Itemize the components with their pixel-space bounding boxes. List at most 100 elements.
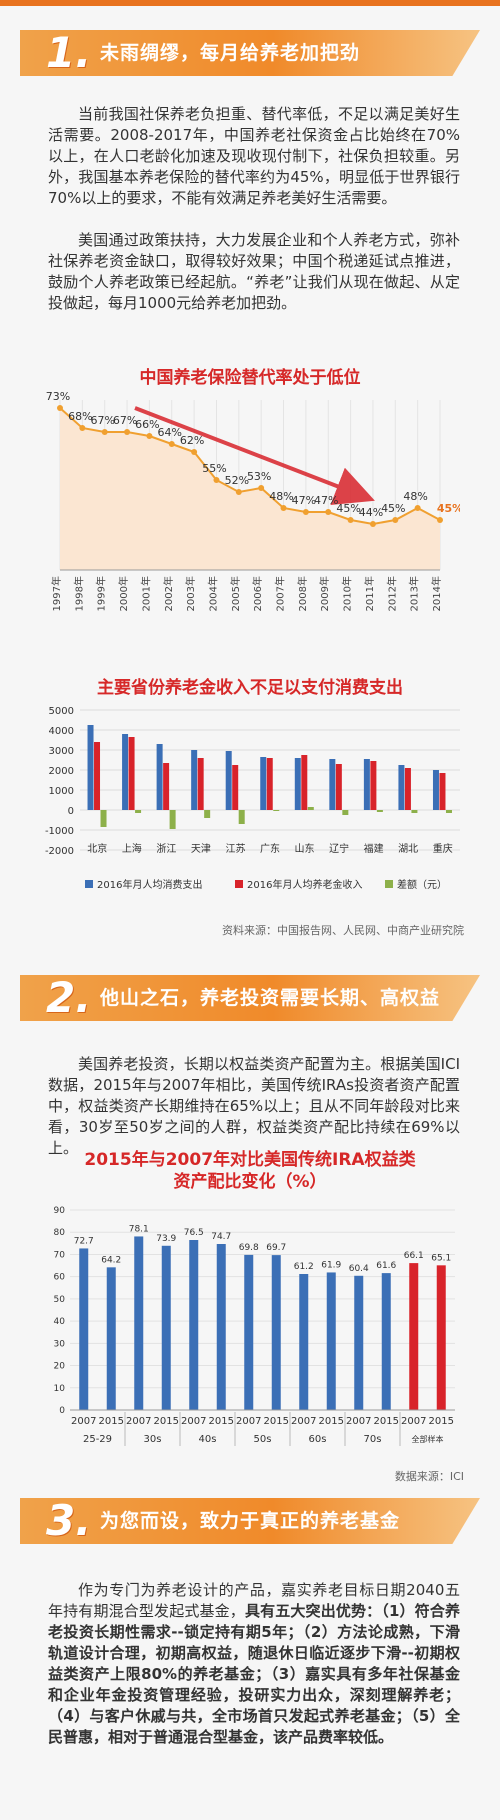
section3-number: 3. — [46, 1496, 92, 1545]
chart2-x-tick-label: 福建 — [364, 842, 384, 855]
chart1-x-tick-label: 2001年 — [139, 576, 152, 611]
chart3-data-label: 61.2 — [294, 1262, 314, 1272]
chart3-year-label: 2015 — [264, 1416, 289, 1427]
chart3-group-label: 70s — [364, 1434, 382, 1445]
chart1-x-tick-label: 2010年 — [341, 576, 354, 611]
chart3-year-label: 2015 — [154, 1416, 179, 1427]
chart2-bar — [100, 810, 107, 827]
chart1-area — [60, 408, 440, 570]
chart2-bar — [411, 810, 418, 813]
chart3-y-tick-label: 60 — [54, 1273, 66, 1283]
section3-paragraph-lead: 作为专门为养老设计的产品，嘉实养老目标日期2040五年持有期混合型发起式基金， — [48, 1581, 460, 1620]
chart1-point — [392, 517, 399, 523]
chart3-group-label: 50s — [254, 1434, 272, 1445]
chart1-point — [280, 505, 287, 511]
chart1-x-tick-label: 2012年 — [385, 576, 398, 611]
chart2-y-tick-label: 3000 — [49, 746, 74, 757]
chart2-x-tick-label: 上海 — [122, 842, 142, 855]
chart2-bar — [307, 807, 314, 810]
chart3-y-tick-label: 40 — [54, 1317, 66, 1327]
chart1-data-label: 45% — [381, 502, 405, 515]
chart1-point — [258, 485, 265, 491]
chart2-bar — [197, 758, 204, 810]
chart3-bar — [134, 1236, 144, 1410]
chart3-data-label: 76.5 — [184, 1228, 204, 1238]
chart3-title-line2: 资产配比变化（%） — [173, 1172, 327, 1192]
chart1-point — [101, 429, 108, 435]
chart2-x-tick-label: 江苏 — [225, 842, 245, 855]
chart3-data-label: 66.1 — [404, 1251, 424, 1261]
section1-paragraph-1: 当前我国社保养老负担重、替代率低，不足以满足美好生活需要。2008-2017年，… — [48, 105, 460, 207]
chart2-y-tick-label: -1000 — [45, 826, 74, 837]
chart2-bar-chart: 5000 4000 3000 2000 1000 0 -1000 -2000 北京 上海 浙江 天津 江… — [45, 706, 460, 891]
chart1-point — [191, 449, 198, 455]
chart1-x-tick-label: 2003年 — [184, 576, 197, 611]
chart2-bar — [294, 758, 301, 810]
chart1-data-label: 67% — [90, 414, 114, 427]
chart1-x-tick-label: 2006年 — [251, 576, 264, 611]
chart3-bar — [189, 1240, 199, 1410]
chart3-bar — [106, 1267, 116, 1410]
chart1-data-label: 73% — [46, 390, 70, 403]
chart3-y-tick-label: 80 — [54, 1228, 66, 1238]
chart3-y-tick-label: 20 — [54, 1362, 66, 1372]
chart2-bar — [398, 765, 405, 810]
chart3-bar — [271, 1255, 281, 1410]
section2-banner-bg — [20, 975, 480, 1021]
chart1-point — [168, 441, 175, 447]
chart3-y-tick-label: 50 — [54, 1295, 66, 1305]
chart1-point — [347, 517, 354, 523]
chart3-year-label: 2007 — [236, 1416, 261, 1427]
chart1-data-label: 45% — [437, 502, 460, 515]
chart1-x-tick-label: 2013年 — [408, 576, 421, 611]
chart1-x-tick-label: 1997年 — [50, 576, 63, 611]
chart2-bar — [335, 764, 342, 810]
section2-title: 他山之石，养老投资需要长期、高权益 — [100, 987, 441, 1009]
chart3-data-label: 74.7 — [211, 1232, 231, 1242]
chart3-source: 数据来源：ICI — [394, 1470, 464, 1483]
chart1-data-label: 47% — [292, 494, 316, 507]
chart1-x-tick-label: 1999年 — [95, 576, 108, 611]
chart1-x-tick-label: 2008年 — [296, 576, 309, 611]
chart3-title-line1: 2015年与2007年对比美国传统IRA权益类 — [84, 1150, 416, 1170]
chart3-data-label: 78.1 — [129, 1224, 149, 1234]
chart3-y-tick-label: 10 — [54, 1384, 66, 1394]
section1-banner-bg — [20, 30, 480, 76]
chart2-bar — [301, 755, 308, 810]
chart1-data-label: 55% — [202, 462, 226, 475]
chart3-year-label: 2007 — [291, 1416, 316, 1427]
chart3-data-label: 61.6 — [376, 1261, 396, 1271]
chart2-legend-swatch — [85, 880, 93, 888]
section3-title: 为您而设，致力于真正的养老基金 — [100, 1510, 401, 1532]
chart3-bar — [244, 1254, 254, 1410]
section2-number: 2. — [46, 973, 92, 1022]
chart3-bar — [409, 1263, 419, 1410]
chart3-year-label: 2015 — [319, 1416, 344, 1427]
chart3-year-label: 2015 — [429, 1416, 454, 1427]
chart2-bar — [329, 759, 336, 810]
chart3-group-label: 全部样本 — [412, 1434, 444, 1444]
chart2-bar — [169, 810, 176, 829]
chart2-bar — [273, 810, 280, 811]
chart2-y-tick-label: 2000 — [49, 766, 74, 777]
chart3-year-label: 2007 — [401, 1416, 426, 1427]
chart2-bar — [238, 810, 245, 824]
chart2-x-tick-label: 天津 — [191, 843, 211, 855]
chart2-legend-label: 差额（元） — [397, 878, 447, 891]
chart3-data-label: 60.4 — [349, 1264, 369, 1274]
chart1-series-line — [59, 407, 441, 526]
chart2-bar — [156, 744, 163, 810]
chart3-bar — [354, 1275, 364, 1410]
chart2-bar — [370, 761, 377, 810]
chart3-bar — [299, 1274, 309, 1410]
chart1-x-tick-label: 2000年 — [117, 576, 130, 611]
chart2-legend-label: 2016年月人均养老金收入 — [247, 878, 362, 891]
chart3-bar — [216, 1244, 226, 1410]
chart1-point — [57, 405, 63, 411]
chart2-bar — [439, 773, 446, 810]
chart1-data-label: 62% — [180, 434, 204, 447]
chart1-trend-arrow — [134, 406, 375, 505]
chart1-x-tick-label: 1998年 — [72, 576, 85, 611]
chart3-y-tick-label: 30 — [54, 1339, 66, 1349]
chart2-legend-swatch — [385, 880, 393, 888]
